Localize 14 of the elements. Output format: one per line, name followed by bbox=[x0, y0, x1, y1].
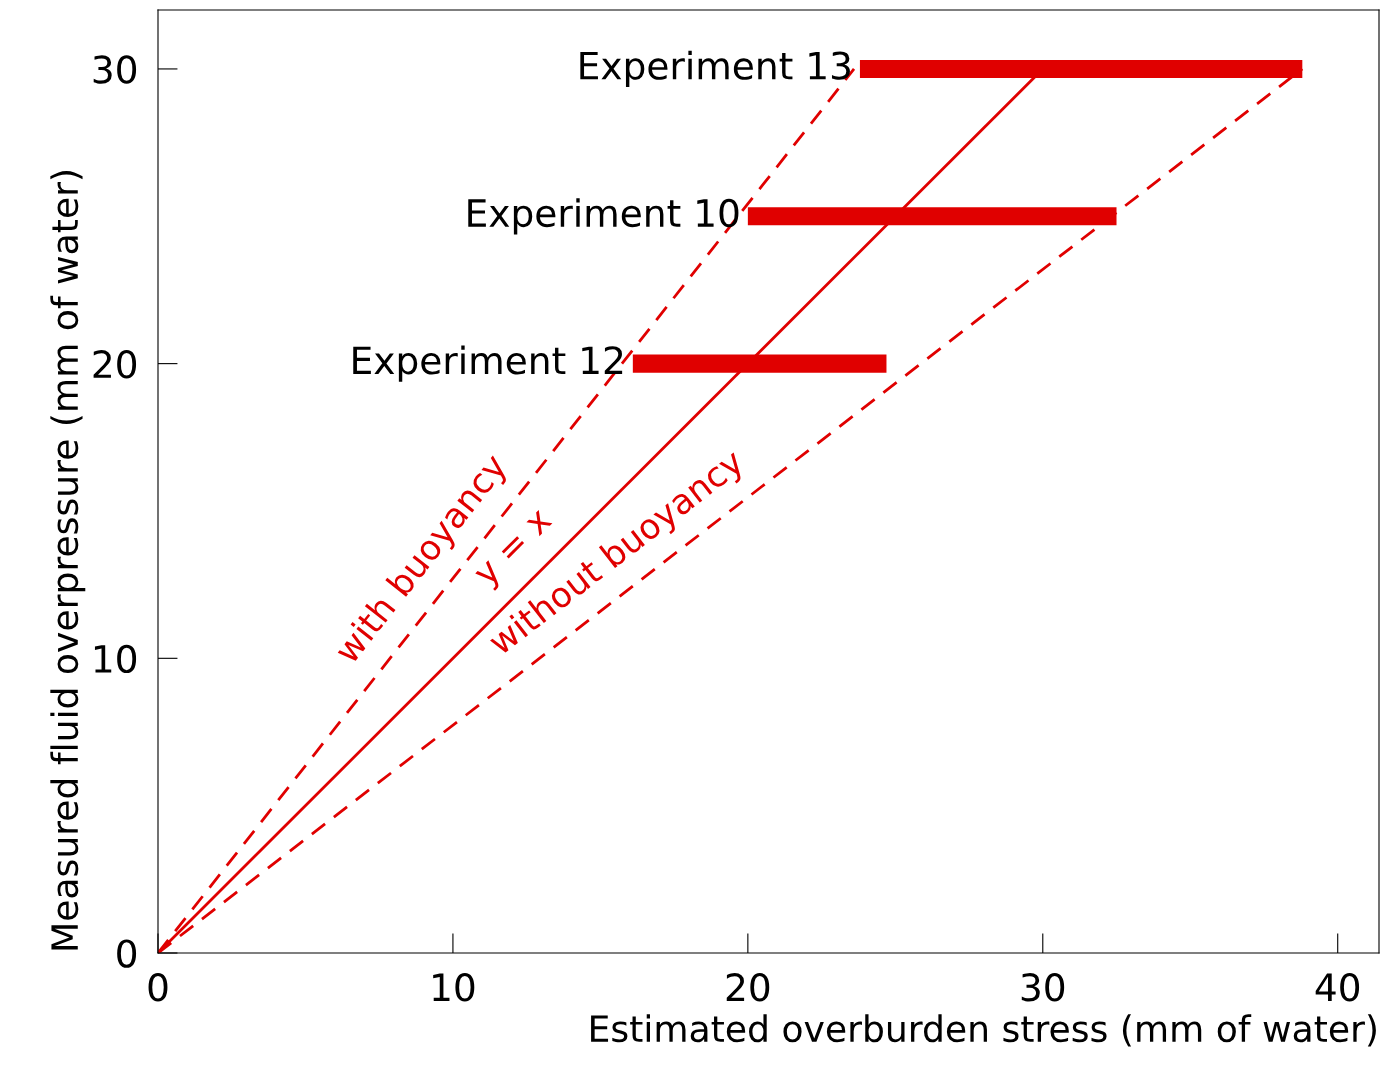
x-tick-label: 40 bbox=[1315, 973, 1360, 1002]
y-tick-label: 30 bbox=[93, 55, 137, 84]
x-tick-label: 0 bbox=[148, 973, 168, 1002]
y-tick-label: 0 bbox=[117, 939, 137, 968]
y-tick-label: 20 bbox=[93, 350, 137, 379]
series-label: Experiment 12 bbox=[353, 345, 623, 382]
x-tick-label: 30 bbox=[1021, 973, 1065, 1002]
x-tick-label: 20 bbox=[726, 973, 770, 1002]
series-label: Experiment 13 bbox=[580, 50, 850, 88]
x-axis-title: Estimated overburden stress (mm of water) bbox=[591, 1014, 1376, 1047]
y-axis-title: Measured fluid overpressure (mm of water) bbox=[50, 171, 86, 950]
series-label: Experiment 10 bbox=[468, 198, 739, 235]
y-tick-label: 10 bbox=[94, 644, 137, 674]
x-tick-label: 10 bbox=[433, 973, 475, 1002]
